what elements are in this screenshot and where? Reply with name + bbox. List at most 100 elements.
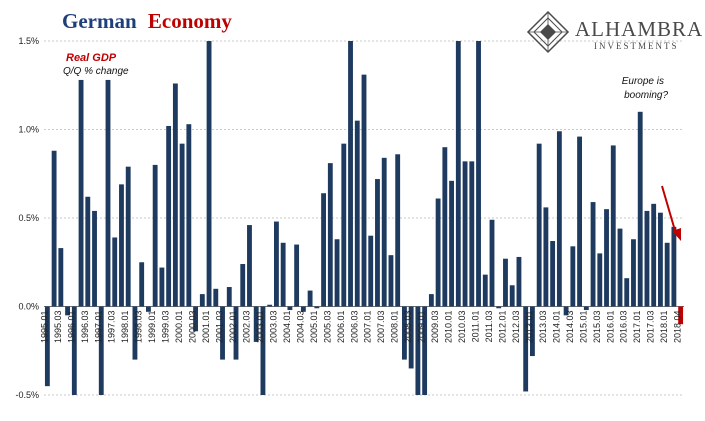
y-tick-label: 1.5% <box>18 36 39 46</box>
x-tick-label: 2013.01 <box>524 311 534 344</box>
x-tick-label: 1995.01 <box>39 311 49 344</box>
bar <box>71 306 77 395</box>
bar <box>671 226 677 307</box>
y-tick-label: 0.5% <box>18 213 39 223</box>
bar <box>44 306 50 387</box>
x-tick-label: 2008.03 <box>403 311 413 344</box>
bar <box>105 79 111 307</box>
bar <box>651 203 657 307</box>
x-tick-label: 1999.03 <box>161 311 171 344</box>
x-tick-label: 2001.01 <box>201 311 211 344</box>
x-tick-label: 2003.03 <box>268 311 278 344</box>
x-tick-label: 2001.03 <box>215 311 225 344</box>
bar <box>617 228 623 307</box>
bar <box>226 287 232 307</box>
bar <box>536 143 542 307</box>
x-tick-label: 2007.03 <box>376 311 386 344</box>
x-tick-label: 2006.01 <box>336 311 346 344</box>
bar <box>112 237 118 307</box>
bar <box>550 241 556 307</box>
x-tick-label: 2007.01 <box>363 311 373 344</box>
bar <box>321 193 327 307</box>
bar <box>179 143 185 307</box>
bar <box>375 179 380 307</box>
y-tick-label: 1.0% <box>18 125 39 135</box>
bar <box>543 207 549 307</box>
y-tick-label: 0.0% <box>18 302 39 312</box>
y-tick-label: -0.5% <box>15 390 39 400</box>
chart-title-part2: Economy <box>148 9 233 33</box>
x-tick-label: 2018.01 <box>659 311 669 344</box>
bar <box>435 198 441 307</box>
bar <box>462 161 468 307</box>
bar <box>503 258 508 307</box>
x-tick-label: 1999.01 <box>147 311 157 344</box>
chart-title: German Economy <box>62 9 232 33</box>
x-tick-label: 2011.01 <box>471 311 481 343</box>
x-tick-label: 2002.03 <box>241 311 251 344</box>
red-down-arrow-icon <box>661 185 681 241</box>
bar <box>98 306 104 395</box>
x-tick-label: 2014.01 <box>551 311 561 344</box>
bar <box>186 124 192 307</box>
x-tick-label: 2009.03 <box>430 311 440 344</box>
bar <box>132 306 138 360</box>
bar <box>206 41 212 307</box>
bar <box>193 306 199 332</box>
bar <box>664 242 670 307</box>
bar <box>523 306 529 392</box>
bar-series <box>44 41 684 395</box>
x-tick-label: 2016.03 <box>619 311 629 344</box>
alhambra-logo: ALHAMBRA INVESTMENTS <box>526 10 703 54</box>
x-tick-label: 2010.03 <box>457 311 467 344</box>
series-sublabel: Q/Q % change <box>63 66 129 77</box>
bar <box>422 306 428 395</box>
bar <box>516 256 522 307</box>
bar <box>657 212 663 307</box>
y-axis-ticks: -0.5% 0.0% 0.5% 1.0% 1.5% <box>15 36 39 400</box>
x-tick-label: 2017.03 <box>646 311 656 344</box>
bar <box>314 306 320 309</box>
bar <box>172 83 178 307</box>
bar <box>644 210 650 307</box>
bar <box>125 166 131 307</box>
x-tick-label: 2004.01 <box>282 311 292 344</box>
bar <box>604 209 609 307</box>
bar <box>401 306 407 360</box>
x-tick-label: 1996.03 <box>80 311 90 344</box>
bar <box>496 306 502 309</box>
bar <box>166 125 172 307</box>
bar <box>159 267 165 307</box>
chart-title-part1: German <box>62 9 137 33</box>
bar <box>300 306 306 312</box>
bar <box>58 248 64 307</box>
bar <box>449 180 455 307</box>
bar <box>145 306 151 312</box>
bar <box>631 239 636 307</box>
bar <box>577 136 583 307</box>
x-tick-label: 2013.03 <box>538 311 548 344</box>
bar <box>119 184 124 307</box>
bar <box>590 202 596 307</box>
x-tick-label: 1998.03 <box>134 311 144 344</box>
bar <box>509 285 515 307</box>
bar <box>624 278 630 307</box>
bar <box>213 288 219 307</box>
bar <box>220 306 225 360</box>
x-tick-label: 1997.01 <box>93 311 103 344</box>
bar <box>583 306 589 311</box>
bar <box>273 221 279 307</box>
logo-name: ALHAMBRA <box>575 17 703 41</box>
bar <box>388 255 394 307</box>
x-tick-label: 2009.01 <box>417 311 427 344</box>
bar <box>556 131 562 307</box>
bar <box>570 246 576 307</box>
diamond-emblem-icon <box>526 10 570 54</box>
bar <box>415 306 421 395</box>
x-tick-label: 2008.01 <box>390 311 400 344</box>
x-tick-label: 2000.03 <box>188 311 198 344</box>
series-label: Real GDP <box>66 52 117 64</box>
x-tick-label: 2016.01 <box>605 311 615 344</box>
bar <box>334 239 340 307</box>
